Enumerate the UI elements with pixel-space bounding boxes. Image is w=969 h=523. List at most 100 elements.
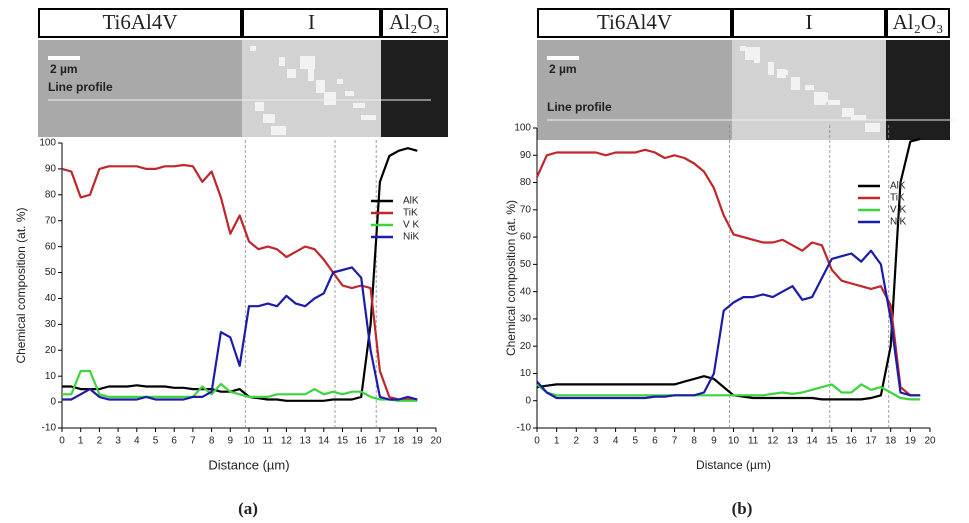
series-line [536,249,921,400]
micrograph-speck [740,46,746,51]
x-tick-label: 10 [728,436,740,447]
x-tick-label: 4 [613,436,619,447]
x-tick-label: 6 [171,436,177,447]
micrograph-speck [255,102,264,111]
y-tick-label: 10 [520,368,532,379]
micrograph-region [537,40,732,140]
x-tick-label: 4 [134,436,140,447]
y-tick-label: 50 [45,267,57,278]
y-axis-label: Chemical composition (at. %) [504,200,518,356]
micrograph-speck [279,57,285,66]
x-tick-label: 7 [672,436,678,447]
y-tick-label: 50 [520,259,532,270]
micrograph-speck [353,103,365,108]
y-tick-label: 30 [45,319,57,330]
panel-label: I [308,10,315,34]
x-tick-label: 5 [153,436,159,447]
micrograph-region [242,40,381,137]
micrograph-speck [828,100,840,105]
y-tick-label: 60 [520,232,532,243]
series-line [62,266,418,401]
x-tick-label: 18 [393,436,405,447]
panel-box [381,8,448,38]
micrograph-speck [865,123,880,132]
scale-bar [547,56,579,60]
y-tick-label: -10 [517,423,532,434]
x-tick-label: 19 [412,436,424,447]
x-tick-label: 0 [534,436,540,447]
x-tick-label: 2 [97,436,103,447]
x-tick-label: 16 [356,436,368,447]
micrograph-speck [782,70,788,75]
series-line [536,137,921,401]
micrograph-region [886,40,950,140]
y-axis-label: Chemical composition (at. %) [14,207,28,363]
x-tick-label: 14 [807,436,819,447]
scale-label: 2 µm [549,62,577,76]
panel-box [242,8,381,38]
micrograph-speck [842,108,854,117]
x-tick-label: 1 [78,436,84,447]
series-line [61,163,418,401]
legend-label: V K [890,205,906,216]
panel-label: Al₂O₃ [893,10,944,34]
x-tick-label: 17 [374,436,386,447]
x-tick-label: 17 [865,436,877,447]
micrograph-speck [308,68,314,81]
x-tick-label: 12 [767,436,779,447]
series-line [535,148,921,397]
legend-label: AlK [403,196,419,207]
y-tick-label: 90 [520,150,532,161]
caption: (a) [238,499,258,518]
x-tick-label: 16 [846,436,858,447]
y-tick-label: 20 [520,341,532,352]
y-tick-label: 40 [45,293,57,304]
x-axis-label: Distance (µm) [696,458,771,472]
micrograph-speck [745,47,760,60]
panel-label: Ti6Al4V [102,10,177,34]
profile-label: Line profile [48,80,113,94]
x-tick-label: 1 [554,436,560,447]
legend-label: AlK [890,181,906,192]
y-tick-label: -10 [42,423,57,434]
x-tick-label: 20 [430,436,442,447]
x-tick-label: 3 [115,436,121,447]
micrograph-speck [345,91,354,96]
series-line [62,369,418,402]
y-tick-label: 90 [45,164,57,175]
micrograph-speck [337,79,343,84]
x-tick-label: 11 [748,436,759,447]
y-tick-label: 10 [45,371,57,382]
micrograph-speck [324,92,336,105]
legend-label: TiK [890,193,905,204]
series-line [62,147,418,402]
series-line [536,383,921,401]
micrograph-speck [777,69,786,78]
x-tick-label: 5 [632,436,638,447]
panel-label: I [806,10,813,34]
caption: (b) [732,499,753,518]
legend-label: NiK [403,232,419,243]
x-tick-label: 11 [263,436,274,447]
x-axis-label: Distance (µm) [208,457,289,472]
x-tick-label: 6 [652,436,658,447]
panel-label: Ti6Al4V [597,10,672,34]
legend-label: V K [403,220,419,231]
micrograph-speck [271,126,286,135]
legend-label: TiK [403,208,418,219]
y-tick-label: 70 [45,215,57,226]
x-tick-label: 9 [711,436,717,447]
x-tick-label: 13 [787,436,799,447]
micrograph-speck [805,85,814,90]
y-tick-label: 70 [520,204,532,215]
y-tick-label: 60 [45,241,57,252]
x-tick-label: 2 [574,436,580,447]
micrograph-speck [250,46,256,51]
micrograph-speck [287,69,296,78]
x-tick-label: 8 [209,436,215,447]
y-tick-label: 40 [520,286,532,297]
micrograph-speck [300,56,315,69]
micrograph-speck [791,77,800,90]
y-tick-label: 100 [514,123,531,134]
